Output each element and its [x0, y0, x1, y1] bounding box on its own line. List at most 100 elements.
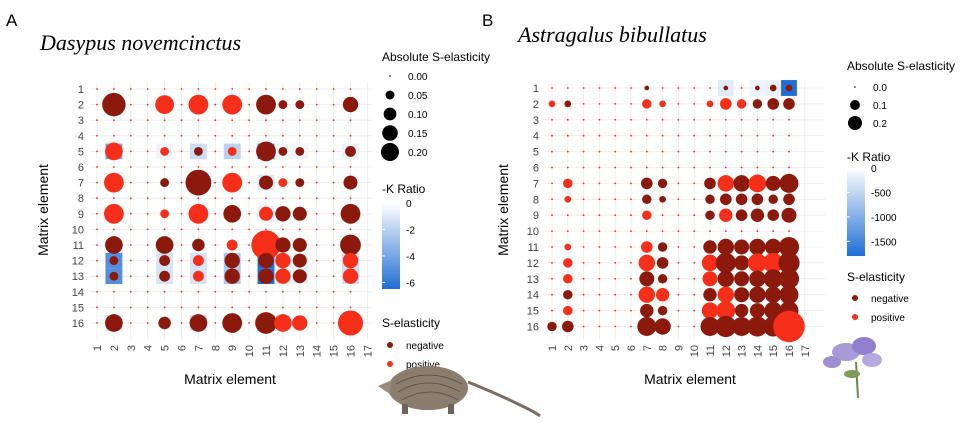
elasticity-point: [733, 175, 750, 192]
size-legend-key: [382, 125, 398, 141]
y-tick-label: 2: [533, 99, 539, 111]
grid-dot: [582, 230, 585, 233]
grid-dot: [197, 197, 200, 200]
grid-dot: [677, 150, 680, 153]
elasticity-point: [768, 194, 778, 205]
grid-dot: [180, 134, 183, 137]
grid-dot: [598, 262, 601, 264]
grid-dot: [282, 119, 284, 122]
grid-dot: [163, 228, 166, 231]
grid-dot: [677, 214, 680, 217]
elasticity-point: [343, 175, 358, 190]
elasticity-point: [640, 177, 653, 190]
grid-dot: [614, 118, 617, 121]
grid-dot: [282, 197, 284, 200]
elasticity-point: [258, 268, 274, 284]
grid-dot: [677, 198, 680, 201]
armadillo-head: [378, 380, 392, 394]
elasticity-point: [340, 234, 361, 256]
grid-dot: [598, 87, 601, 89]
elasticity-point: [342, 268, 359, 284]
x-tick-label: 13: [737, 345, 749, 357]
armadillo-band: [397, 382, 461, 393]
elasticity-point: [564, 243, 572, 251]
elasticity-point: [342, 96, 359, 113]
elasticity-point: [292, 315, 308, 331]
elasticity-point: [734, 287, 750, 303]
grid-dot: [630, 246, 632, 248]
elasticity-point: [640, 241, 653, 253]
panel-b: B Astragalus bibullatus 1234567891011121…: [482, 11, 955, 387]
colorbar-label: -2: [406, 225, 415, 236]
grid-dot: [551, 214, 553, 217]
grid-dot: [614, 325, 617, 328]
grid-dot: [96, 88, 98, 90]
grid-dot: [551, 293, 553, 296]
armadillo-shell: [388, 366, 468, 410]
grid-dot: [265, 290, 267, 293]
grid-dot: [298, 306, 301, 309]
grid-dot: [630, 325, 632, 328]
grid-dot: [214, 259, 217, 262]
grid-dot: [146, 259, 149, 262]
colorbar-label: 0: [406, 199, 412, 210]
y-tick-label: 6: [533, 163, 539, 175]
elasticity-point: [705, 210, 715, 220]
grid-dot: [582, 325, 585, 328]
grid-dot: [214, 88, 217, 90]
elasticity-point: [749, 303, 765, 319]
grid-dot: [724, 118, 727, 121]
grid-dot: [693, 214, 696, 217]
elasticity-point: [345, 145, 356, 157]
grid-dot: [332, 244, 335, 246]
elasticity-point: [703, 287, 717, 302]
elasticity-point: [278, 178, 288, 188]
grid-dot: [248, 290, 251, 293]
x-tick-label: 8: [658, 345, 670, 351]
grid-dot: [315, 103, 318, 106]
grid-dot: [332, 228, 335, 231]
sign-legend-key: [852, 295, 858, 301]
grid-dot: [96, 150, 98, 153]
y-tick-label: 16: [527, 322, 539, 334]
elasticity-point: [778, 236, 800, 258]
elasticity-point: [160, 178, 170, 188]
elasticity-point: [109, 256, 119, 266]
elasticity-point: [342, 252, 359, 269]
elasticity-point: [189, 314, 208, 332]
grid-dot: [740, 230, 743, 233]
x-tick-label: 3: [126, 345, 138, 351]
grid-dot: [214, 290, 217, 293]
grid-dot: [129, 275, 132, 278]
elasticity-point: [785, 84, 793, 92]
grid-dot: [214, 322, 217, 324]
elasticity-point: [640, 303, 654, 318]
elasticity-point: [561, 320, 574, 333]
grid-dot: [180, 166, 183, 168]
grid-dot: [129, 150, 132, 153]
grid-dot: [693, 309, 696, 312]
grid-dot: [614, 214, 617, 217]
grid-dot: [598, 198, 601, 201]
armadillo-leg: [402, 404, 408, 414]
grid-dot: [332, 181, 335, 184]
elasticity-point: [764, 301, 783, 320]
elasticity-point: [659, 100, 666, 108]
elasticity-point: [155, 95, 174, 114]
grid-dot: [180, 322, 183, 324]
grid-dot: [614, 246, 617, 248]
y-tick-label: 7: [533, 178, 539, 190]
grid-dot: [265, 166, 267, 168]
elasticity-point: [642, 210, 652, 220]
grid-dot: [677, 103, 680, 105]
y-tick-label: 9: [533, 210, 539, 222]
elasticity-point: [734, 271, 750, 287]
grid-dot: [129, 119, 132, 122]
grid-dot: [693, 150, 696, 153]
grid-dot: [180, 181, 183, 184]
x-tick-label: 11: [261, 345, 273, 356]
grid-dot: [163, 134, 166, 137]
grid-dot: [332, 197, 335, 200]
grid-dot: [630, 277, 632, 280]
